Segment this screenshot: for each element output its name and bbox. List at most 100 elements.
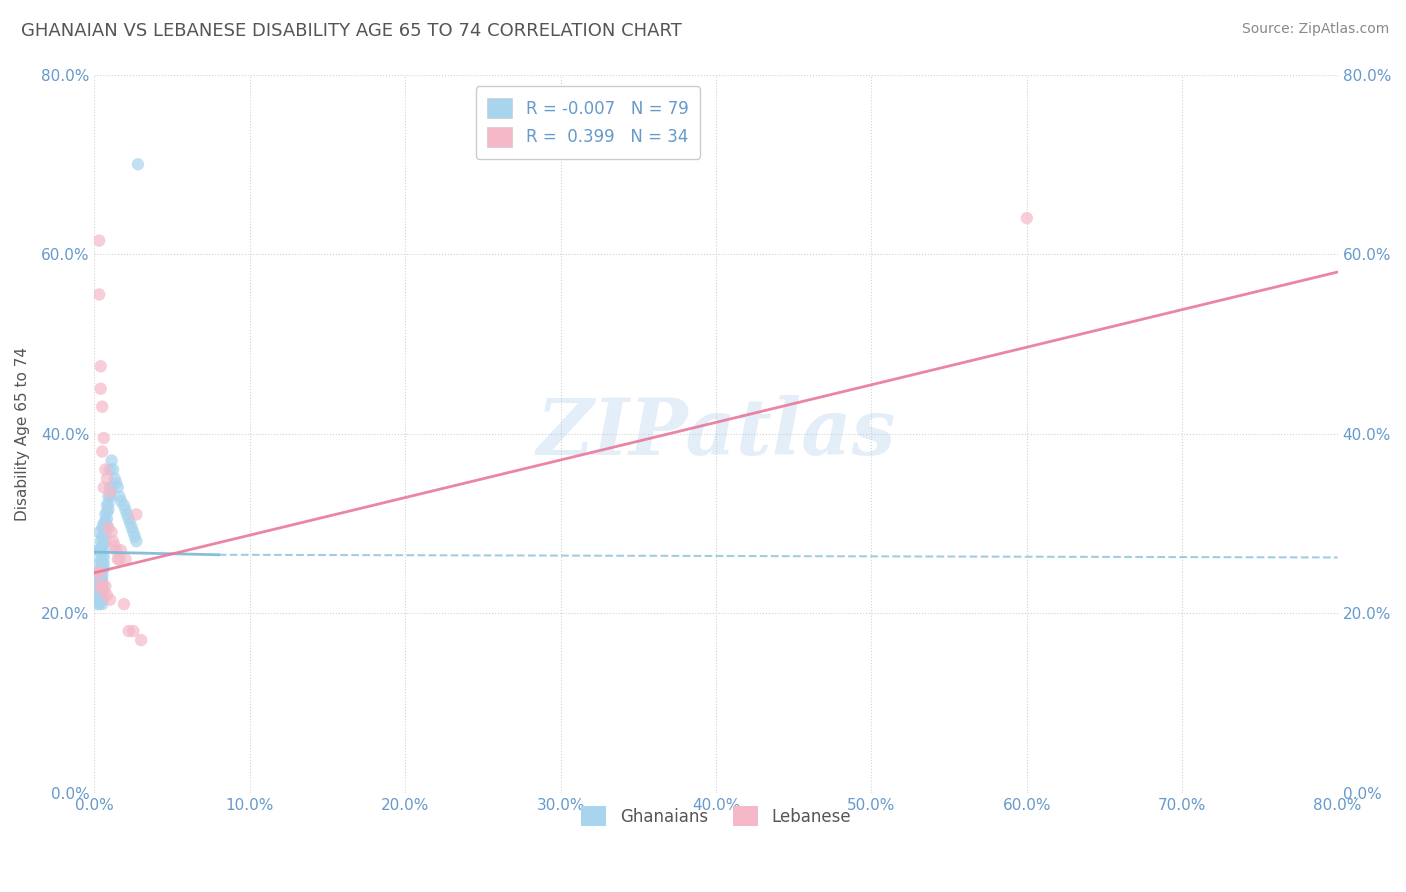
Point xyxy=(89,543,111,558)
Point xyxy=(105,543,128,558)
Point xyxy=(93,543,115,558)
Point xyxy=(90,382,112,396)
Point xyxy=(89,597,111,611)
Point xyxy=(89,234,111,248)
Point xyxy=(122,624,145,638)
Point xyxy=(90,561,112,575)
Point xyxy=(112,597,135,611)
Point xyxy=(90,552,112,566)
Point xyxy=(91,597,114,611)
Point xyxy=(107,552,129,566)
Point xyxy=(91,548,114,562)
Point xyxy=(93,549,115,564)
Point xyxy=(107,480,129,494)
Point xyxy=(98,592,121,607)
Point xyxy=(86,566,108,580)
Point xyxy=(115,508,138,522)
Point xyxy=(93,480,115,494)
Point xyxy=(108,490,131,504)
Point xyxy=(122,525,145,540)
Point xyxy=(91,579,114,593)
Point xyxy=(112,499,135,513)
Point xyxy=(96,506,118,520)
Point xyxy=(108,552,131,566)
Point xyxy=(96,512,118,526)
Point xyxy=(91,521,114,535)
Point xyxy=(94,527,117,541)
Legend: Ghanaians, Lebanese: Ghanaians, Lebanese xyxy=(574,797,859,835)
Point xyxy=(98,462,121,476)
Point xyxy=(100,525,122,540)
Point xyxy=(96,499,118,513)
Point xyxy=(89,557,111,571)
Point xyxy=(91,400,114,414)
Point xyxy=(97,490,120,504)
Point xyxy=(91,572,114,586)
Point xyxy=(90,566,112,580)
Point xyxy=(86,543,108,558)
Point xyxy=(1015,211,1038,226)
Point xyxy=(94,462,117,476)
Point xyxy=(93,536,115,550)
Point xyxy=(91,554,114,568)
Point xyxy=(89,566,111,580)
Point xyxy=(91,592,114,607)
Point xyxy=(118,512,141,526)
Point xyxy=(97,521,120,535)
Point xyxy=(121,521,143,535)
Point xyxy=(110,494,132,508)
Point xyxy=(104,471,127,485)
Point xyxy=(91,567,114,582)
Point xyxy=(104,539,127,553)
Point xyxy=(91,444,114,458)
Point xyxy=(100,480,122,494)
Point xyxy=(93,583,115,598)
Point xyxy=(98,484,121,499)
Point xyxy=(94,579,117,593)
Point xyxy=(90,574,112,589)
Point xyxy=(101,462,124,476)
Point xyxy=(90,583,112,598)
Point xyxy=(125,534,148,549)
Point xyxy=(93,524,115,538)
Point xyxy=(93,516,115,531)
Point xyxy=(89,583,111,598)
Point xyxy=(94,515,117,529)
Point xyxy=(89,579,111,593)
Point xyxy=(91,563,114,577)
Point xyxy=(97,497,120,511)
Point xyxy=(120,516,142,531)
Point xyxy=(118,624,141,638)
Point xyxy=(93,530,115,544)
Point xyxy=(94,534,117,549)
Point xyxy=(91,539,114,553)
Point xyxy=(110,543,132,558)
Point xyxy=(98,480,121,494)
Point xyxy=(86,579,108,593)
Point xyxy=(96,471,118,485)
Point xyxy=(86,597,108,611)
Point xyxy=(91,530,114,544)
Point xyxy=(114,552,136,566)
Point xyxy=(94,521,117,535)
Point xyxy=(91,585,114,599)
Point xyxy=(96,518,118,533)
Point xyxy=(114,503,136,517)
Point xyxy=(90,534,112,549)
Point xyxy=(127,157,149,171)
Point xyxy=(90,570,112,584)
Point xyxy=(89,592,111,607)
Point xyxy=(94,508,117,522)
Point xyxy=(89,574,111,589)
Point xyxy=(101,534,124,549)
Point xyxy=(90,359,112,374)
Point xyxy=(89,525,111,540)
Point xyxy=(90,579,112,593)
Point xyxy=(93,561,115,575)
Text: ZIPatlas: ZIPatlas xyxy=(536,395,896,472)
Point xyxy=(89,566,111,580)
Point xyxy=(90,579,112,593)
Point xyxy=(125,508,148,522)
Point xyxy=(96,588,118,602)
Point xyxy=(97,503,120,517)
